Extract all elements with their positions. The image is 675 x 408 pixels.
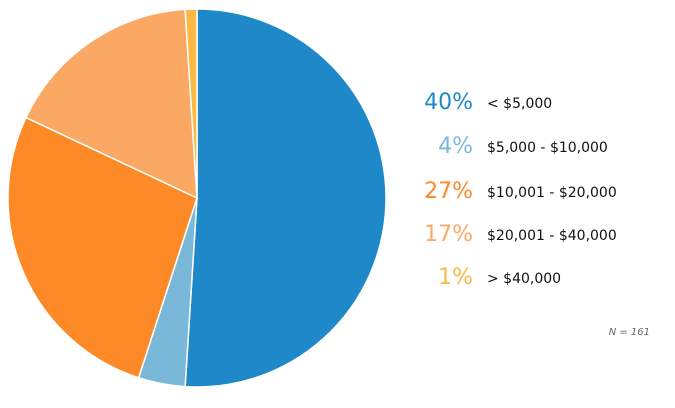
pie-slice-3 <box>7 116 198 379</box>
legend-row-1: 40% < $5,000 <box>405 86 665 120</box>
legend-row-4: 17% $20,001 - $40,000 <box>405 218 665 252</box>
legend-row-5: 1% > $40,000 <box>405 261 665 295</box>
pie-slice-5 <box>184 8 198 199</box>
legend-label: $10,001 - $20,000 <box>487 185 617 201</box>
legend-row-2: 4% $5,000 - $10,000 <box>405 130 665 164</box>
legend-label: > $40,000 <box>487 271 562 287</box>
pie-slice-1 <box>184 8 387 388</box>
legend-label: $20,001 - $40,000 <box>487 228 617 244</box>
legend-percent: 17% <box>424 222 473 247</box>
legend-percent: 1% <box>438 265 473 290</box>
legend-percent: 40% <box>424 90 473 115</box>
sample-size-note: N = 161 <box>608 327 650 338</box>
legend-percent: 4% <box>438 134 473 159</box>
legend-label: < $5,000 <box>487 96 553 112</box>
legend-label: $5,000 - $10,000 <box>487 140 608 156</box>
legend-percent: 27% <box>424 179 473 204</box>
legend-row-3: 27% $10,001 - $20,000 <box>405 175 665 209</box>
pie-slice-4 <box>24 8 198 200</box>
